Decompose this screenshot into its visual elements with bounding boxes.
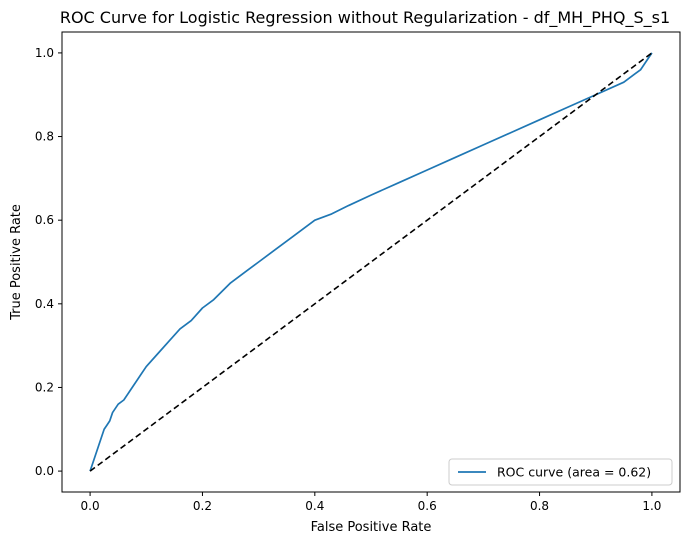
axis-ticks: 0.0 0.2 0.4 0.6 0.8 1.0 0.0 0.2 0.4 0.6 0.8 1.0 — [35, 46, 662, 513]
legend-box — [448, 458, 673, 486]
legend-label: ROC curve (area = 0.62) — [497, 465, 651, 480]
chance-diagonal-line — [89, 52, 653, 472]
y-tick-label: 0.8 — [35, 130, 54, 144]
roc-curve-line — [89, 52, 653, 472]
y-tick-label: 0.2 — [35, 380, 54, 394]
y-axis-label: True Positive Rate — [9, 204, 24, 321]
x-tick-label: 0.4 — [305, 499, 324, 513]
x-tick-label: 0.6 — [418, 499, 437, 513]
x-tick-label: 0.8 — [530, 499, 549, 513]
legend: ROC curve (area = 0.62) — [448, 458, 673, 486]
series-lines — [89, 52, 653, 472]
x-tick-label: 0.0 — [81, 499, 100, 513]
chart-title: ROC Curve for Logistic Regression withou… — [60, 8, 670, 28]
y-tick-label: 1.0 — [35, 46, 54, 60]
x-axis-label: False Positive Rate — [311, 520, 432, 535]
y-tick-label: 0.4 — [35, 297, 54, 311]
y-tick-label: 0.0 — [35, 464, 54, 478]
y-tick-label: 0.6 — [35, 213, 54, 227]
plot-frame — [61, 31, 681, 493]
plot-area: 0.0 0.2 0.4 0.6 0.8 1.0 0.0 0.2 0.4 0.6 0.8 1.0 — [35, 31, 681, 513]
x-tick-label: 0.2 — [193, 499, 212, 513]
x-tick-label: 1.0 — [642, 499, 661, 513]
